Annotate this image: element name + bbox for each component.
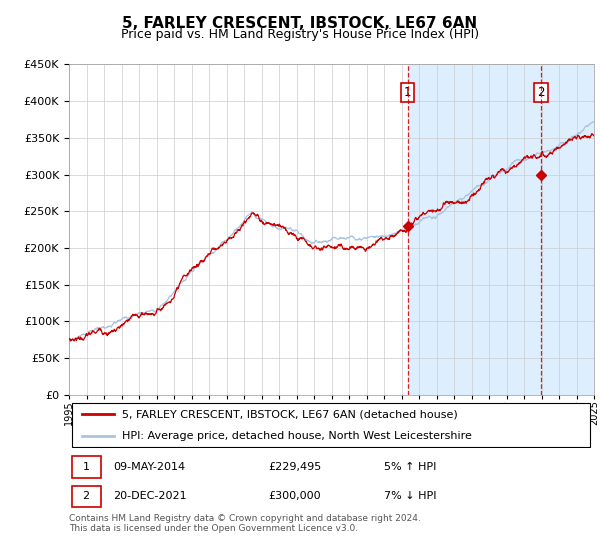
Bar	[71, 486, 101, 507]
Text: £229,495: £229,495	[269, 462, 322, 472]
Text: Price paid vs. HM Land Registry's House Price Index (HPI): Price paid vs. HM Land Registry's House …	[121, 28, 479, 41]
Text: HPI: Average price, detached house, North West Leicestershire: HPI: Average price, detached house, Nort…	[121, 431, 472, 441]
Bar	[407, 64, 594, 395]
Text: 1: 1	[83, 462, 89, 472]
Text: 20-DEC-2021: 20-DEC-2021	[113, 491, 187, 501]
Text: Contains HM Land Registry data © Crown copyright and database right 2024.
This d: Contains HM Land Registry data © Crown c…	[69, 514, 421, 534]
Text: 1: 1	[404, 86, 412, 99]
Text: 5% ↑ HPI: 5% ↑ HPI	[384, 462, 436, 472]
Text: £300,000: £300,000	[269, 491, 321, 501]
Text: 2: 2	[83, 491, 89, 501]
Text: 5, FARLEY CRESCENT, IBSTOCK, LE67 6AN (detached house): 5, FARLEY CRESCENT, IBSTOCK, LE67 6AN (d…	[121, 409, 457, 419]
Bar	[71, 456, 101, 478]
Text: 7% ↓ HPI: 7% ↓ HPI	[384, 491, 437, 501]
Text: 5, FARLEY CRESCENT, IBSTOCK, LE67 6AN: 5, FARLEY CRESCENT, IBSTOCK, LE67 6AN	[122, 16, 478, 31]
Text: 2: 2	[537, 86, 545, 99]
Text: 09-MAY-2014: 09-MAY-2014	[113, 462, 186, 472]
